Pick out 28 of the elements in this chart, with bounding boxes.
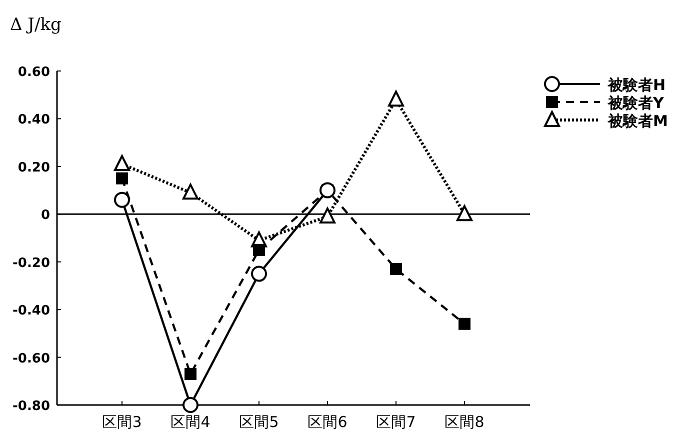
point [458,318,470,330]
x-tick-label: 区間8 [444,413,484,431]
point [390,263,402,276]
point [182,184,198,200]
y-tick-label: 0.40 [18,112,50,128]
y-tick-label: -0.20 [12,256,50,271]
point [320,208,336,224]
point [116,172,128,184]
y-tick-label: -0.80 [12,399,50,414]
point [182,397,198,413]
point [251,266,267,282]
point [114,192,130,208]
y-tick-label: -0.60 [12,351,50,366]
x-tick-label: 区間5 [239,413,279,431]
point [184,368,196,380]
x-tick-label: 区間7 [376,413,416,431]
y-tick-label: 0.60 [18,65,50,80]
x-tick-label: 区間3 [102,413,142,431]
y-tick-label: 0 [40,208,50,224]
x-tick-label: 区間6 [308,413,348,431]
y-tick-label: -0.40 [12,304,50,319]
y-tick-label: 0.20 [18,160,50,176]
point [388,90,404,107]
point [456,205,472,222]
x-tick-label: 区間4 [170,413,210,431]
point [114,155,130,172]
point [253,244,265,256]
y-axis-title: Δ J/kg [10,15,62,35]
